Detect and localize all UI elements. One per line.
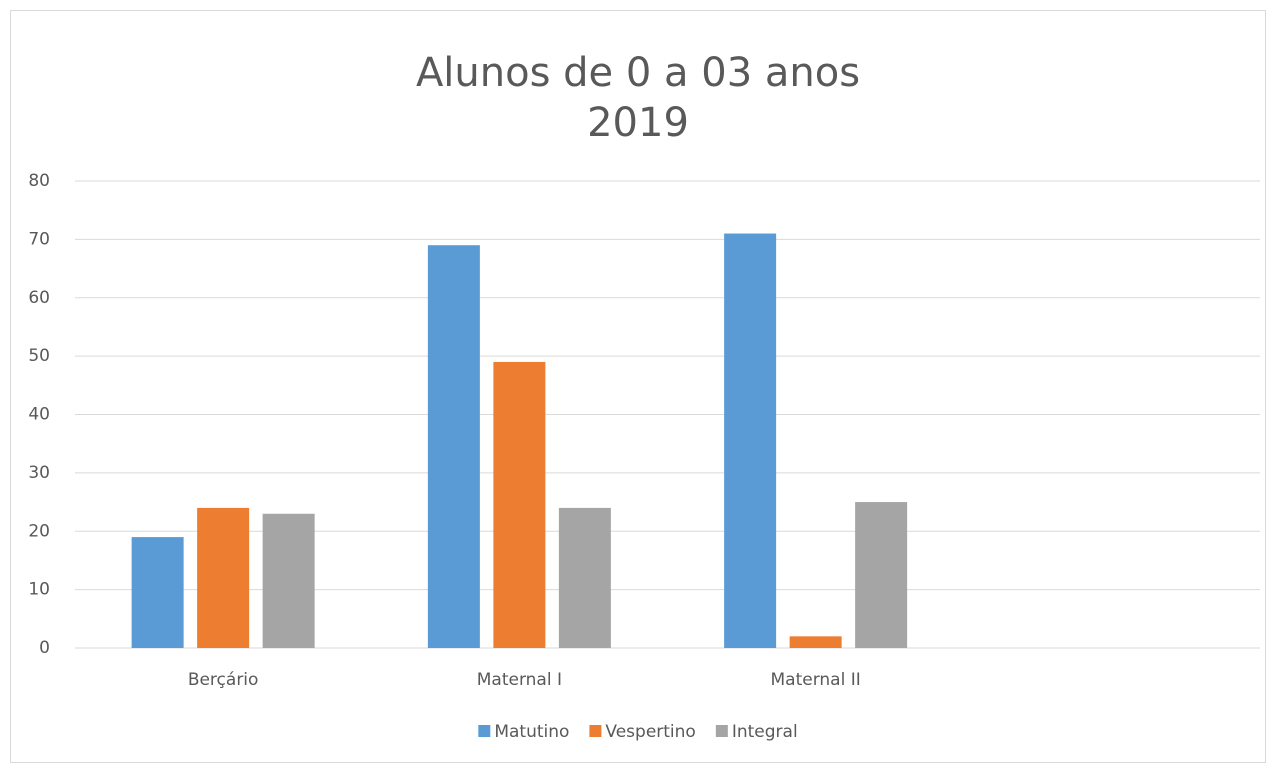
legend-label: Vespertino bbox=[605, 722, 695, 742]
bar bbox=[427, 245, 480, 648]
bar bbox=[724, 233, 777, 648]
y-tick-label: 10 bbox=[28, 580, 50, 600]
x-tick-label: Maternal II bbox=[771, 670, 861, 690]
bar bbox=[855, 502, 908, 648]
x-tick-label: Berçário bbox=[188, 670, 259, 690]
legend-swatch bbox=[715, 725, 728, 737]
y-tick-label: 50 bbox=[28, 346, 50, 366]
y-tick-label: 30 bbox=[28, 463, 50, 483]
y-tick-label: 70 bbox=[28, 229, 50, 249]
bar bbox=[197, 507, 250, 648]
bar bbox=[789, 636, 842, 648]
y-tick-label: 40 bbox=[28, 405, 50, 425]
legend-swatch bbox=[589, 725, 602, 737]
legend-label: Matutino bbox=[494, 722, 569, 742]
y-tick-label: 0 bbox=[39, 638, 50, 658]
x-tick-label: Maternal I bbox=[477, 670, 562, 690]
legend-label: Integral bbox=[732, 722, 798, 742]
legend-swatch bbox=[478, 725, 491, 737]
y-tick-label: 80 bbox=[28, 171, 50, 191]
chart-title: Alunos de 0 a 03 anos bbox=[416, 50, 860, 96]
chart-title: 2019 bbox=[587, 100, 689, 146]
bar bbox=[558, 507, 611, 648]
bar bbox=[262, 513, 315, 648]
bar bbox=[131, 537, 184, 648]
y-tick-label: 20 bbox=[28, 521, 50, 541]
bar bbox=[493, 361, 546, 648]
y-tick-label: 60 bbox=[28, 288, 50, 308]
